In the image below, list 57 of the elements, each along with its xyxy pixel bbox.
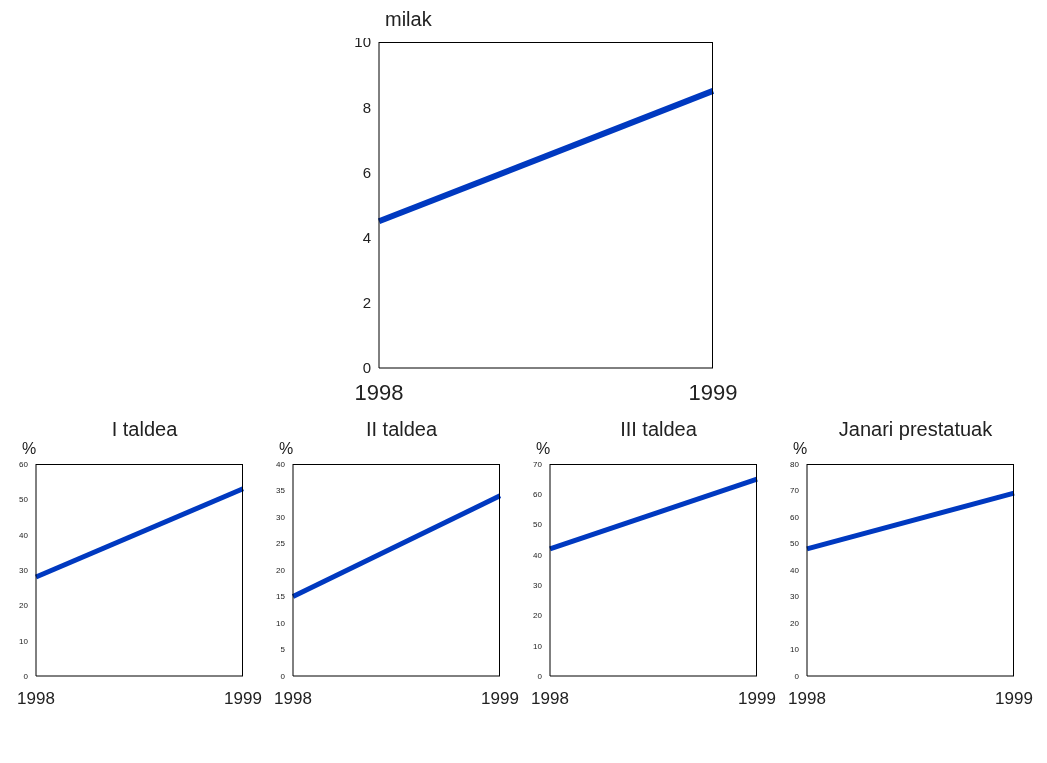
y-tick-label: 30 bbox=[790, 592, 800, 602]
x-tick-label: 1998 bbox=[788, 689, 826, 709]
chart-title: I taldea bbox=[110, 418, 179, 441]
y-tick-label: 10 bbox=[790, 645, 800, 655]
y-tick-label: 60 bbox=[533, 490, 543, 500]
y-tick-label: 10 bbox=[276, 618, 286, 628]
y-tick-label: 60 bbox=[19, 459, 29, 469]
y-tick-label: 20 bbox=[533, 611, 543, 621]
chart-title: II taldea bbox=[364, 418, 439, 441]
y-tick-label: 50 bbox=[790, 539, 800, 549]
x-tick-label: 1999 bbox=[688, 379, 738, 405]
y-tick-label: 25 bbox=[276, 539, 286, 549]
x-tick-label: 1999 bbox=[481, 689, 519, 709]
y-axis-title: % bbox=[279, 440, 294, 458]
y-tick-label: 80 bbox=[790, 459, 800, 469]
x-tick-label: 1999 bbox=[224, 689, 262, 709]
y-tick-label: 5 bbox=[280, 645, 286, 655]
y-tick-label: 20 bbox=[276, 565, 286, 575]
y-tick-label: 50 bbox=[533, 520, 543, 530]
y-tick-label: 20 bbox=[19, 601, 29, 611]
y-tick-label: 30 bbox=[19, 565, 29, 575]
y-tick-label: 0 bbox=[280, 671, 286, 681]
y-axis-title: % bbox=[22, 440, 37, 458]
y-tick-label: 0 bbox=[794, 671, 800, 681]
chart-title: III taldea bbox=[619, 418, 698, 441]
y-tick-label: 8 bbox=[362, 98, 371, 116]
x-tick-label: 1998 bbox=[531, 689, 569, 709]
y-axis-title: % bbox=[793, 440, 808, 458]
y-tick-label: 40 bbox=[276, 459, 286, 469]
x-tick-label: 1998 bbox=[17, 689, 55, 709]
y-tick-label: 30 bbox=[533, 580, 543, 590]
y-tick-label: 40 bbox=[19, 530, 29, 540]
x-tick-label: 1999 bbox=[738, 689, 776, 709]
y-tick-label: 70 bbox=[790, 486, 800, 496]
y-tick-label: 0 bbox=[23, 671, 29, 681]
y-tick-label: 40 bbox=[790, 565, 800, 575]
y-tick-label: 0 bbox=[362, 359, 371, 377]
y-tick-label: 4 bbox=[362, 228, 371, 246]
x-tick-label: 1998 bbox=[354, 379, 404, 405]
y-tick-label: 0 bbox=[537, 671, 543, 681]
x-tick-label: 1998 bbox=[274, 689, 312, 709]
y-tick-label: 70 bbox=[533, 459, 543, 469]
chart-title: Janari prestatuak bbox=[837, 418, 994, 441]
y-tick-label: 10 bbox=[19, 636, 29, 646]
y-axis-title: milak bbox=[385, 8, 432, 31]
y-tick-label: 60 bbox=[790, 512, 800, 522]
x-tick-label: 1999 bbox=[995, 689, 1033, 709]
y-tick-label: 50 bbox=[19, 495, 29, 505]
y-tick-label: 15 bbox=[276, 592, 286, 602]
y-tick-label: 6 bbox=[362, 163, 371, 181]
y-tick-label: 2 bbox=[362, 294, 371, 312]
y-axis-title: % bbox=[536, 440, 551, 458]
y-tick-label: 40 bbox=[533, 550, 543, 560]
y-tick-label: 20 bbox=[790, 618, 800, 628]
y-tick-label: 35 bbox=[276, 486, 286, 496]
y-tick-label: 30 bbox=[276, 512, 286, 522]
y-tick-label: 10 bbox=[533, 641, 543, 651]
